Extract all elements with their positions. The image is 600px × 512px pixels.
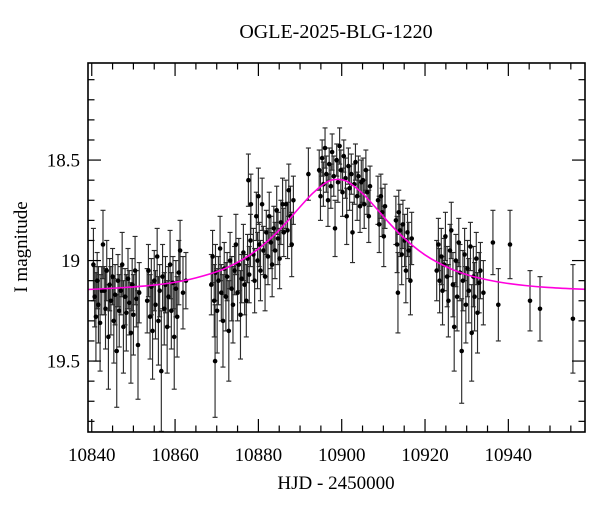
- x-axis-label: HJD - 2450000: [277, 473, 394, 494]
- plot-border: [87, 62, 586, 433]
- error-bars: [90, 127, 576, 432]
- y-axis-label: I magnitude: [11, 201, 32, 292]
- x-tick-label: 10920: [401, 445, 449, 466]
- model-curve: [87, 178, 586, 291]
- y-tick-label: 19.5: [47, 352, 80, 373]
- axis-ticks: [88, 63, 585, 432]
- x-tick-label: 10880: [235, 445, 283, 466]
- x-tick-labels: 10840 10860 10880 10900 10920 10940: [68, 445, 532, 466]
- chart-title: OGLE-2025-BLG-1220: [239, 21, 432, 43]
- data-points: [91, 143, 576, 374]
- y-tick-label: 19: [61, 251, 80, 272]
- y-tick-label: 18.5: [47, 151, 80, 172]
- x-tick-label: 10860: [151, 445, 199, 466]
- x-tick-label: 10900: [318, 445, 366, 466]
- y-tick-labels: 18.5 19 19.5: [47, 151, 80, 373]
- plot-area: 10840 10860 10880 10900 10920 10940 18.5 19 19.5: [47, 62, 586, 466]
- x-tick-label: 10940: [485, 445, 533, 466]
- x-tick-label: 10840: [68, 445, 116, 466]
